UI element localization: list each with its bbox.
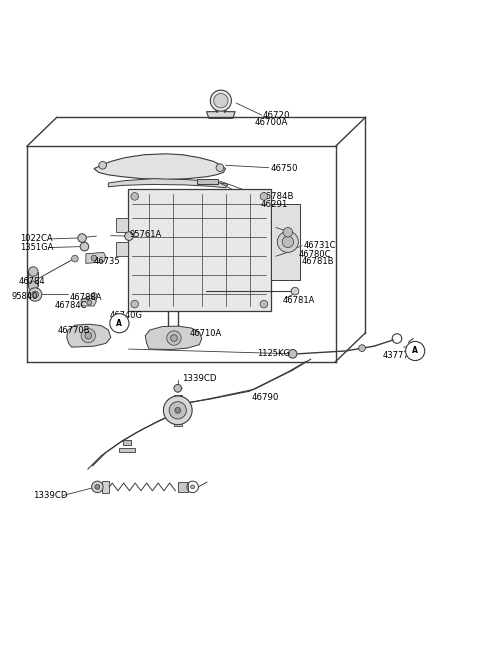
Circle shape: [216, 164, 224, 171]
Circle shape: [87, 300, 92, 305]
Text: 46740G: 46740G: [110, 311, 143, 320]
Polygon shape: [116, 218, 128, 232]
Polygon shape: [86, 253, 106, 264]
Circle shape: [99, 161, 107, 169]
Text: 46710A: 46710A: [190, 329, 222, 338]
Polygon shape: [197, 178, 218, 184]
Text: A: A: [412, 346, 418, 356]
Text: 46790: 46790: [252, 393, 279, 402]
Circle shape: [191, 485, 194, 489]
Circle shape: [210, 90, 231, 111]
Text: 1339CD: 1339CD: [181, 374, 216, 382]
Circle shape: [80, 242, 89, 251]
Circle shape: [406, 341, 425, 361]
Circle shape: [359, 345, 365, 352]
Circle shape: [91, 255, 97, 261]
Polygon shape: [178, 482, 188, 492]
Polygon shape: [271, 203, 300, 280]
Circle shape: [288, 350, 297, 358]
Circle shape: [95, 485, 100, 489]
Text: 1339CD: 1339CD: [33, 491, 68, 500]
Circle shape: [291, 287, 299, 295]
Text: 46781A: 46781A: [283, 296, 315, 305]
Polygon shape: [116, 242, 128, 256]
Circle shape: [277, 232, 299, 253]
Circle shape: [214, 94, 228, 108]
Text: 95761A: 95761A: [130, 230, 162, 239]
Circle shape: [260, 193, 268, 200]
Polygon shape: [128, 189, 271, 311]
Circle shape: [131, 193, 139, 200]
Text: 46788A: 46788A: [69, 293, 102, 302]
Circle shape: [282, 236, 294, 247]
Circle shape: [283, 228, 293, 237]
Polygon shape: [28, 272, 38, 286]
Circle shape: [32, 291, 38, 298]
Circle shape: [131, 300, 139, 308]
Text: 46735: 46735: [94, 257, 120, 266]
Circle shape: [28, 288, 42, 301]
Text: 1351GA: 1351GA: [20, 243, 53, 252]
Polygon shape: [174, 395, 181, 426]
Polygon shape: [161, 333, 185, 338]
Text: 46750: 46750: [270, 164, 298, 173]
Circle shape: [260, 300, 268, 308]
Text: 46700A: 46700A: [254, 118, 288, 127]
Circle shape: [174, 384, 181, 392]
Circle shape: [110, 314, 129, 333]
Text: A: A: [117, 319, 122, 328]
Text: 46770B: 46770B: [57, 326, 90, 335]
Text: 46720: 46720: [263, 110, 290, 119]
Circle shape: [125, 232, 133, 240]
Text: 46781B: 46781B: [301, 257, 334, 266]
Circle shape: [175, 407, 180, 413]
Polygon shape: [94, 154, 226, 180]
Circle shape: [170, 335, 177, 341]
Polygon shape: [120, 447, 135, 453]
Circle shape: [85, 333, 92, 339]
Text: 46731C: 46731C: [303, 241, 336, 250]
Text: 43777B: 43777B: [383, 351, 415, 360]
Polygon shape: [81, 298, 96, 306]
Polygon shape: [145, 326, 202, 350]
Polygon shape: [67, 324, 111, 347]
Circle shape: [163, 396, 192, 424]
Circle shape: [81, 329, 96, 343]
Text: 46780C: 46780C: [299, 250, 331, 259]
Polygon shape: [123, 440, 131, 445]
Circle shape: [91, 293, 97, 298]
Text: 46784C: 46784C: [54, 300, 87, 310]
Circle shape: [78, 234, 86, 242]
Circle shape: [28, 267, 38, 276]
Text: 1022CA: 1022CA: [20, 234, 52, 243]
Circle shape: [28, 281, 38, 291]
Text: 46784B: 46784B: [261, 192, 294, 201]
Circle shape: [72, 255, 78, 262]
Polygon shape: [102, 481, 109, 493]
Circle shape: [92, 481, 103, 493]
Text: 1125KG: 1125KG: [257, 349, 290, 358]
Polygon shape: [206, 108, 235, 118]
Polygon shape: [108, 178, 228, 188]
Text: 95840: 95840: [11, 293, 37, 301]
Text: 46784: 46784: [19, 277, 46, 285]
Text: 46291: 46291: [261, 200, 288, 209]
Circle shape: [169, 401, 186, 419]
Circle shape: [167, 331, 181, 345]
